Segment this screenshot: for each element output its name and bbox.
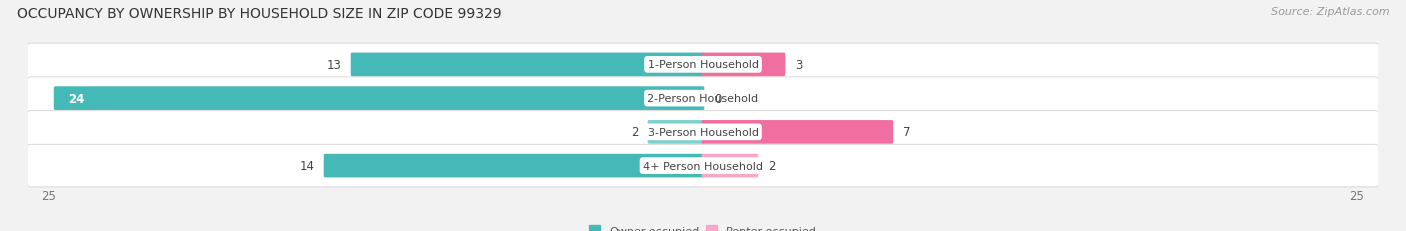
Text: 14: 14	[299, 159, 315, 172]
Text: 24: 24	[69, 92, 84, 105]
FancyBboxPatch shape	[27, 78, 1379, 120]
Text: 25: 25	[1350, 189, 1364, 202]
Text: 2: 2	[631, 126, 638, 139]
FancyBboxPatch shape	[648, 121, 704, 144]
FancyBboxPatch shape	[702, 154, 758, 178]
Text: 0: 0	[714, 92, 721, 105]
Text: 25: 25	[42, 189, 56, 202]
FancyBboxPatch shape	[27, 111, 1379, 153]
Legend: Owner-occupied, Renter-occupied: Owner-occupied, Renter-occupied	[589, 225, 817, 231]
Text: 2: 2	[768, 159, 775, 172]
FancyBboxPatch shape	[27, 44, 1379, 86]
FancyBboxPatch shape	[702, 53, 786, 77]
Text: 7: 7	[903, 126, 910, 139]
FancyBboxPatch shape	[27, 145, 1379, 187]
Text: 3: 3	[794, 59, 803, 72]
FancyBboxPatch shape	[323, 154, 704, 178]
Text: 1-Person Household: 1-Person Household	[648, 60, 758, 70]
Text: 3-Person Household: 3-Person Household	[648, 127, 758, 137]
Text: 13: 13	[326, 59, 342, 72]
Text: 4+ Person Household: 4+ Person Household	[643, 161, 763, 171]
Text: 2-Person Household: 2-Person Household	[647, 94, 759, 104]
FancyBboxPatch shape	[702, 121, 893, 144]
Text: Source: ZipAtlas.com: Source: ZipAtlas.com	[1271, 7, 1389, 17]
Text: OCCUPANCY BY OWNERSHIP BY HOUSEHOLD SIZE IN ZIP CODE 99329: OCCUPANCY BY OWNERSHIP BY HOUSEHOLD SIZE…	[17, 7, 502, 21]
FancyBboxPatch shape	[53, 87, 704, 110]
FancyBboxPatch shape	[350, 53, 704, 77]
